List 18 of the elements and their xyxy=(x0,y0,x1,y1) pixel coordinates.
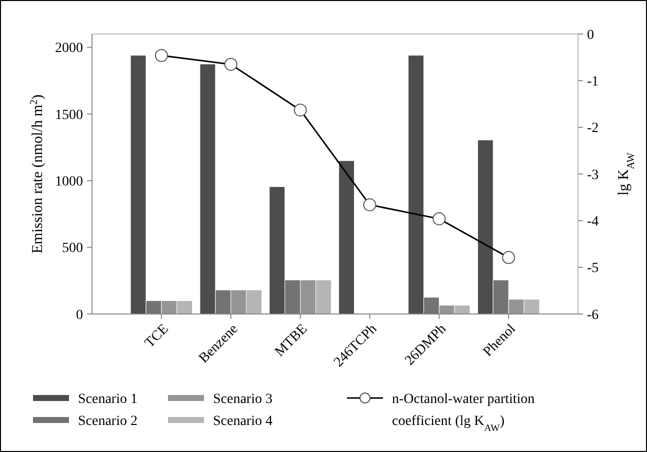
y-tick-label: 2000 xyxy=(55,41,83,56)
legend-label: Scenario 2 xyxy=(78,414,138,429)
y-tick-label: 1500 xyxy=(55,108,83,123)
y2-tick-label: 0 xyxy=(587,28,594,43)
y2-tick-label: -5 xyxy=(587,261,599,276)
x-tick-label: TCE xyxy=(142,322,172,351)
legend-label: Scenario 1 xyxy=(78,392,138,407)
y2-tick-label: -3 xyxy=(587,168,599,183)
legend-label: n-Octanol-water partition coefficient (lg K$_{AW}$) xyxy=(392,392,535,434)
y-tick-label: 0 xyxy=(76,308,83,323)
y2-tick-label: -1 xyxy=(587,74,599,90)
y2-tick-label: -4 xyxy=(587,214,599,230)
legend-label: Scenario 3 xyxy=(213,392,272,407)
legend-label: Scenario 4 xyxy=(213,414,272,429)
y2-tick-label: -6 xyxy=(587,308,599,323)
y-tick-label: 500 xyxy=(62,241,83,256)
y-tick-label: 1000 xyxy=(55,174,83,190)
y2-tick-label: -2 xyxy=(587,121,599,136)
